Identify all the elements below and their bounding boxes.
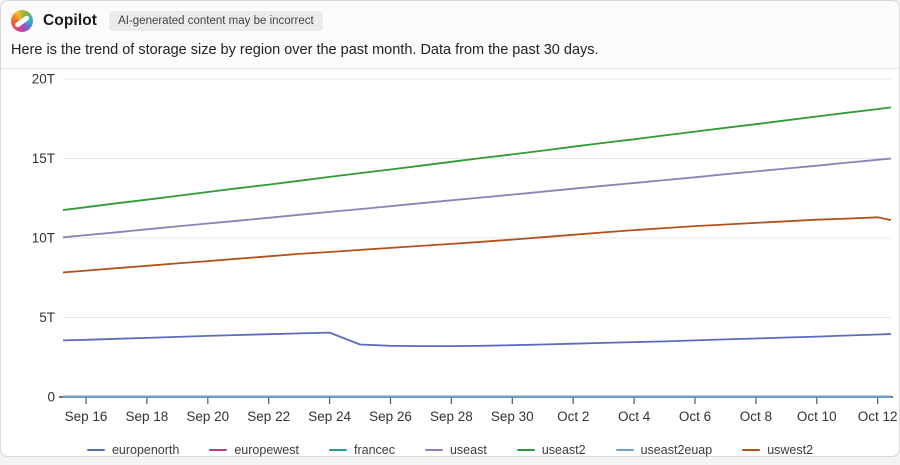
legend-swatch-icon (424, 448, 443, 452)
x-axis-label: Sep 28 (430, 409, 473, 424)
x-axis-label: Oct 2 (557, 409, 589, 424)
response-header: Copilot AI-generated content may be inco… (1, 1, 899, 38)
storage-trend-chart: 0 5T 10T 15T 20T Sep 16 Sep 18 Sep 20 Sep 22 Sep … (1, 69, 900, 436)
series-line-europenorth (63, 331, 891, 348)
x-axis-label: Sep 16 (65, 409, 108, 424)
legend-item-useast2euap[interactable]: useast2euap (615, 443, 713, 457)
x-axis-label: Oct 8 (740, 409, 772, 424)
divider (1, 68, 899, 69)
series-line-useast (63, 157, 891, 239)
legend-swatch-icon (209, 448, 228, 452)
series-line-useast2 (63, 106, 891, 211)
legend-label: europenorth (111, 443, 180, 457)
legend-label: francec (353, 443, 395, 457)
x-axis-label: Sep 30 (491, 409, 534, 424)
x-axis-label: Sep 26 (369, 409, 412, 424)
response-message: Here is the trend of storage size by reg… (1, 38, 899, 68)
app-title: Copilot (43, 12, 98, 29)
ai-disclaimer-badge: AI-generated content may be incorrect (109, 11, 323, 31)
y-axis-label: 0 (47, 390, 55, 405)
legend-item-useast[interactable]: useast (424, 443, 487, 457)
y-axis-label: 5T (39, 310, 55, 325)
legend-label: useast2euap (640, 443, 713, 457)
x-axis-label: Oct 10 (797, 409, 837, 424)
legend-item-europenorth[interactable]: europenorth (86, 443, 180, 457)
y-axis-label: 20T (32, 72, 55, 87)
legend-item-francec[interactable]: francec (328, 443, 395, 457)
x-axis-label: Oct 12 (858, 409, 898, 424)
x-axis-label: Oct 4 (618, 409, 651, 424)
chart-legend: europenorth europewest francec useast useast… (1, 437, 899, 463)
x-axis-label: Sep 18 (126, 409, 169, 424)
legend-label: useast (449, 443, 487, 457)
x-axis-label: Sep 20 (186, 409, 229, 424)
legend-swatch-icon (328, 448, 347, 452)
x-axis-label: Sep 22 (247, 409, 290, 424)
copilot-logo-icon (11, 10, 33, 32)
legend-swatch-icon (86, 448, 105, 452)
legend-label: europewest (234, 443, 299, 457)
legend-swatch-icon (516, 448, 535, 452)
y-axis-label: 15T (32, 151, 55, 166)
legend-item-uswest2[interactable]: uswest2 (742, 443, 813, 457)
series-line-uswest2 (63, 216, 891, 274)
y-axis-label: 10T (32, 231, 55, 246)
x-axis-label: Oct 6 (679, 409, 711, 424)
x-axis-label: Sep 24 (308, 409, 351, 424)
legend-swatch-icon (742, 448, 761, 452)
chart-canvas: 0 5T 10T 15T 20T Sep 16 Sep 18 Sep 20 Sep 22 Sep … (32, 72, 898, 425)
legend-label: uswest2 (767, 443, 814, 457)
legend-label: useast2 (541, 443, 586, 457)
legend-item-useast2[interactable]: useast2 (516, 443, 586, 457)
legend-swatch-icon (615, 448, 634, 452)
legend-item-europewest[interactable]: europewest (209, 443, 299, 457)
